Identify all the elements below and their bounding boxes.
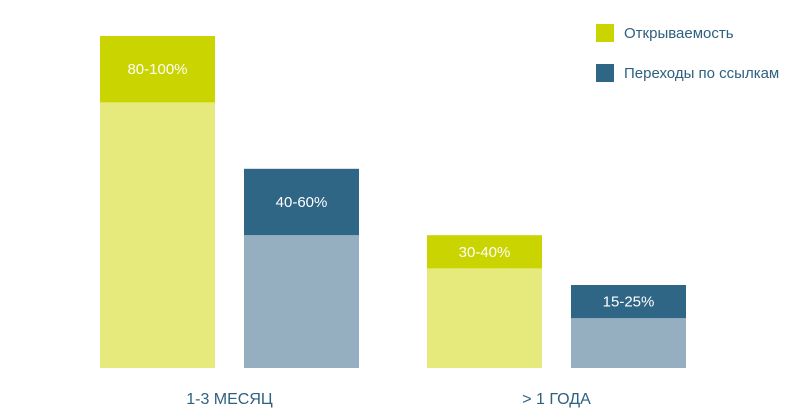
bar-base-2-2 bbox=[571, 318, 686, 368]
range-label-1-2: 40-60% bbox=[276, 194, 328, 211]
bar-range-1-1 bbox=[100, 36, 215, 103]
category-label-1: 1-3 МЕСЯЦ bbox=[186, 391, 273, 408]
bar-range-2-2 bbox=[571, 285, 686, 319]
legend-label-2: Переходы по ссылкам bbox=[624, 65, 779, 82]
range-labels-layer: 80-100% 40-60% 30-40% 15-25% bbox=[127, 61, 654, 310]
range-label-2-2: 15-25% bbox=[603, 294, 655, 311]
range-label-1-1: 80-100% bbox=[127, 61, 187, 78]
bar-range-2-1 bbox=[427, 235, 542, 269]
bars-layer bbox=[100, 36, 686, 369]
bar-range-1-2 bbox=[244, 168, 359, 236]
bar-base-1-1 bbox=[100, 102, 215, 369]
range-label-2-1: 30-40% bbox=[459, 244, 511, 261]
legend-swatch-1 bbox=[596, 24, 614, 42]
legend-label-1: Открываемость bbox=[624, 25, 734, 42]
legend-swatch-2 bbox=[596, 64, 614, 82]
legend: Открываемость Переходы по ссылкам bbox=[596, 24, 779, 82]
category-labels-layer: 1-3 МЕСЯЦ > 1 ГОДА bbox=[186, 391, 591, 408]
bar-base-2-1 bbox=[427, 268, 542, 368]
bar-base-1-2 bbox=[244, 235, 359, 368]
category-label-2: > 1 ГОДА bbox=[522, 391, 591, 408]
